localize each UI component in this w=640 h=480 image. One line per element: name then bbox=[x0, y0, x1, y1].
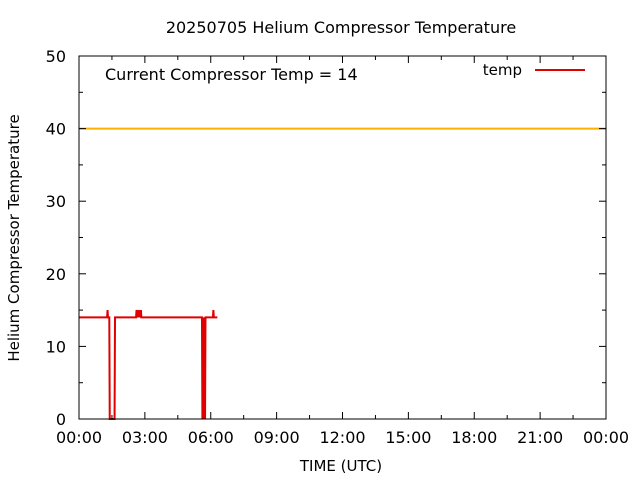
y-tick-label: 0 bbox=[56, 410, 66, 429]
x-tick-label: 12:00 bbox=[319, 428, 365, 447]
x-tick-label: 18:00 bbox=[451, 428, 497, 447]
plot-border bbox=[78, 55, 607, 420]
plot-area bbox=[79, 127, 606, 420]
y-tick-label: 10 bbox=[46, 337, 66, 356]
current-temp-annotation: Current Compressor Temp = 14 bbox=[105, 65, 358, 84]
x-tick-label: 06:00 bbox=[188, 428, 234, 447]
y-tick-label: 50 bbox=[46, 47, 66, 66]
x-tick-label: 00:00 bbox=[583, 428, 629, 447]
x-tick-label: 09:00 bbox=[254, 428, 300, 447]
chart-title: 20250705 Helium Compressor Temperature bbox=[166, 18, 516, 37]
series-line-temp bbox=[79, 309, 218, 420]
legend: temp bbox=[483, 61, 585, 79]
x-axis-label: TIME (UTC) bbox=[299, 457, 382, 475]
y-axis-label: Helium Compressor Temperature bbox=[5, 114, 23, 361]
axis-ticks: 0 10 20 30 40 50 00:00 03:00 06:00 09:00 12:00 15:0… bbox=[46, 47, 629, 447]
y-tick-label: 20 bbox=[46, 265, 66, 284]
x-tick-label: 00:00 bbox=[56, 428, 102, 447]
x-tick-label: 03:00 bbox=[122, 428, 168, 447]
legend-label: temp bbox=[483, 61, 522, 79]
x-tick-label: 21:00 bbox=[517, 428, 563, 447]
y-tick-label: 30 bbox=[46, 192, 66, 211]
y-tick-label: 40 bbox=[46, 120, 66, 139]
x-tick-label: 15:00 bbox=[385, 428, 431, 447]
